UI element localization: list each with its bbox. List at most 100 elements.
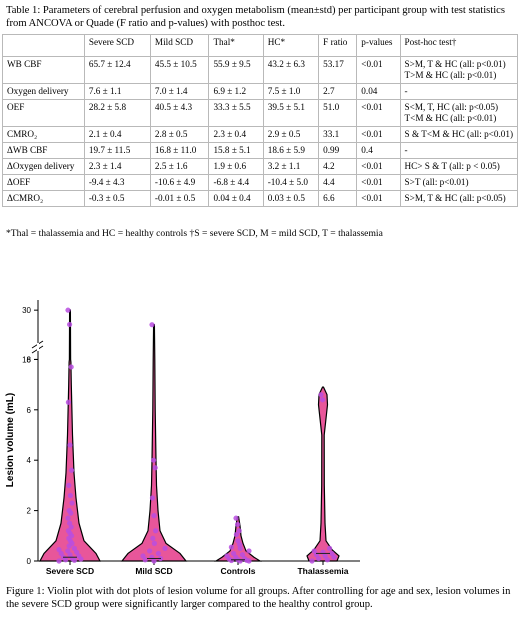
row-label: OEF [2, 99, 85, 127]
data-point [58, 550, 64, 557]
data-point [151, 558, 157, 564]
data-point [68, 364, 74, 370]
table-cell: 4.4 [318, 174, 358, 191]
table-cell: 33.3 ± 5.5 [208, 99, 264, 127]
table-cell: 51.0 [318, 99, 358, 127]
row-label: WB CBF [2, 56, 85, 84]
posthoc-cell: S>T (all: p<0.01) [399, 174, 519, 191]
table-cell: 2.3 ± 0.4 [208, 126, 264, 143]
table-cell: 3.2 ± 1.1 [262, 158, 320, 175]
table-cell: 33.1 [318, 126, 358, 143]
row-label: ΔWB CBF [2, 142, 85, 159]
y-tick-label: 16 [22, 356, 31, 365]
table-cell: <0.01 [356, 190, 401, 207]
data-point [329, 550, 335, 557]
data-point [69, 467, 75, 473]
data-point [150, 535, 156, 541]
table-cell: -0.3 ± 0.5 [83, 190, 151, 207]
data-point [322, 553, 328, 559]
figure-caption: Figure 1: Violin plot with dot plots of … [6, 586, 511, 610]
data-point [78, 556, 84, 562]
table-cell: 7.6 ± 1.1 [83, 83, 151, 100]
posthoc-cell: HC> S & T (all: p < 0.05) [399, 158, 519, 175]
data-point [69, 500, 75, 506]
row-label: Oxygen delivery [2, 83, 85, 100]
table-cell: 18.6 ± 5.9 [262, 142, 320, 159]
table-cell: 65.7 ± 12.4 [83, 56, 151, 84]
data-point [71, 557, 77, 563]
table-header-cell: p-values [356, 34, 401, 57]
data-point [68, 510, 74, 516]
data-point [331, 554, 337, 560]
y-axis-label: Lesion volume (mL) [5, 393, 16, 487]
table-cell: 1.9 ± 0.6 [208, 158, 264, 175]
table-cell: <0.01 [356, 99, 401, 127]
table-footnote: *Thal = thalassemia and HC = healthy con… [6, 228, 383, 239]
table-cell: -6.8 ± 4.4 [208, 174, 264, 191]
table-row: ΔWB CBF 19.7 ± 11.5 16.8 ± 11.0 15.8 ± 5.1 1… [2, 142, 519, 159]
table-header-cell: Mild SCD [149, 34, 210, 57]
data-point [65, 307, 71, 313]
table-cell: 6.6 [318, 190, 358, 207]
table-cell: -0.01 ± 0.5 [149, 190, 210, 207]
table-cell: 0.99 [318, 142, 358, 159]
table-cell: 7.0 ± 1.4 [149, 83, 210, 100]
data-point [231, 550, 237, 557]
posthoc-line: S>M, T & HC (all: p<0.01) [404, 59, 506, 69]
table-header-cell: HC* [262, 34, 320, 57]
row-label: ΔOxygen delivery [2, 158, 85, 175]
x-tick-label: Thalassemia [297, 566, 348, 576]
data-point [246, 558, 252, 564]
y-tick-label: 6 [27, 406, 32, 415]
x-tick-label: Controls [221, 566, 256, 576]
y-tick-label: 4 [27, 456, 32, 465]
parameters-table: Severe SCD Mild SCD Thal* HC* F ratio p-value… [2, 34, 519, 207]
table-cell: 2.3 ± 1.4 [83, 158, 151, 175]
data-point [228, 544, 234, 550]
posthoc-cell: - [399, 142, 519, 159]
posthoc-line: S & T<M & HC (all: p<0.01) [404, 129, 513, 139]
table-header-cell: Thal* [208, 34, 264, 57]
data-point [153, 528, 159, 534]
data-point [65, 515, 71, 521]
data-point [151, 540, 157, 546]
violin-figure: 0 2 4 6 8 16 30 Lesion volume (mL) Severe SCD Mil… [0, 280, 520, 580]
table-row: ΔOEF -9.4 ± 4.3 -10.6 ± 4.9 -6.8 ± 4.4 -10.4… [2, 174, 519, 191]
posthoc-line: S>M, T & HC (all: p<0.05) [404, 193, 506, 203]
table-row: WB CBF 65.7 ± 12.4 45.5 ± 10.5 55.9 ± 9.5 43… [2, 56, 519, 84]
data-point [233, 515, 239, 521]
data-point [318, 392, 324, 398]
y-tick-label: 0 [27, 557, 32, 566]
table-cell: 45.5 ± 10.5 [149, 56, 210, 84]
data-point [237, 558, 243, 564]
data-point [246, 548, 252, 554]
data-point [67, 442, 73, 448]
row-label: CMRO₂ [2, 126, 85, 143]
table-cell: -10.4 ± 5.0 [262, 174, 320, 191]
posthoc-line: HC> S & T (all: p < 0.05) [404, 161, 500, 171]
posthoc-line: T>M & HC (all: p<0.01) [404, 70, 497, 80]
y-tick-label: 2 [27, 507, 32, 516]
data-point [152, 465, 158, 471]
violin-mild-scd [120, 324, 188, 562]
table-cell: 2.7 [318, 83, 358, 100]
data-point [67, 492, 73, 499]
table-cell: 16.8 ± 11.0 [149, 142, 210, 159]
table-cell: 7.5 ± 1.0 [262, 83, 320, 100]
data-point [71, 545, 77, 551]
row-label: ΔOEF [2, 174, 85, 191]
posthoc-cell: S & T<M & HC (all: p<0.01) [399, 126, 519, 143]
data-point [316, 555, 322, 562]
data-point [311, 548, 317, 554]
table-cell: 43.2 ± 6.3 [262, 56, 320, 84]
x-tick-label: Severe SCD [46, 566, 94, 576]
violin-thalassemia [306, 386, 340, 562]
data-point [324, 557, 330, 563]
data-point [151, 457, 157, 463]
data-point [142, 557, 148, 563]
table-cell: <0.01 [356, 174, 401, 191]
data-point [65, 399, 71, 405]
table-header-cell: Post-hoc test† [399, 34, 519, 57]
table-cell: 2.8 ± 0.5 [149, 126, 210, 143]
row-label: ΔCMRO₂ [2, 190, 85, 207]
